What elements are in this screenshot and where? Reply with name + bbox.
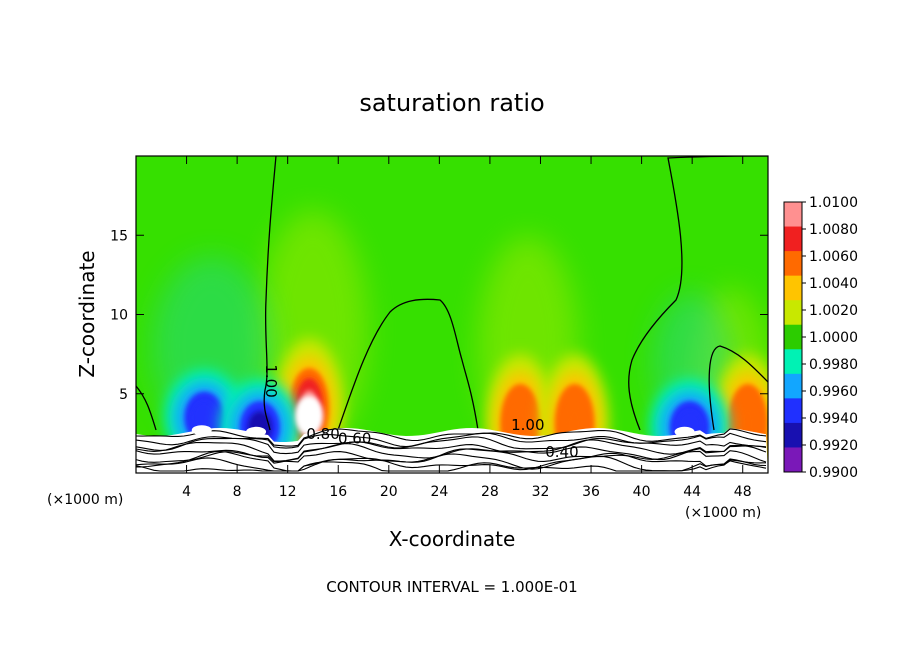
y-axis-label: Z-coordinate bbox=[75, 250, 99, 377]
colorbar-tick-label: 0.9920 bbox=[809, 438, 858, 454]
x-tick-label: 44 bbox=[683, 484, 701, 500]
colorbar-tick-label: 0.9900 bbox=[809, 465, 858, 481]
colorbar-tick-label: 1.0000 bbox=[809, 330, 858, 346]
terrain-notch bbox=[191, 425, 212, 436]
saturated-core bbox=[295, 395, 324, 436]
terrain-contour-line bbox=[136, 443, 767, 464]
x-tick-label: 48 bbox=[734, 484, 752, 500]
colorbar-swatch bbox=[784, 373, 802, 399]
terrain-contour-line bbox=[136, 428, 767, 447]
contour-layer bbox=[136, 156, 768, 431]
plot-area: 1.000.800.601.000.40 4 8 12 16 20 24 28 32 36 40 4… bbox=[110, 155, 769, 500]
colorbar-tick-label: 1.0100 bbox=[809, 195, 858, 211]
colorbar-tick-label: 1.0040 bbox=[809, 276, 858, 292]
contour-label: 1.00 bbox=[511, 416, 544, 434]
contour-interval-note: CONTOUR INTERVAL = 1.000E-01 bbox=[326, 578, 577, 596]
terrain-contour-line bbox=[136, 450, 767, 472]
y-tick-label: 15 bbox=[110, 228, 128, 244]
x-axis: 4 8 12 16 20 24 28 32 36 40 44 48 bbox=[182, 156, 752, 500]
terrain-contour-line bbox=[136, 439, 767, 462]
colorbar-swatch bbox=[784, 251, 802, 277]
contour-line-1-00 bbox=[263, 156, 277, 431]
colorbar-swatch bbox=[784, 398, 802, 424]
colorbar-tick-label: 0.9980 bbox=[809, 357, 858, 373]
terrain-contour-line bbox=[136, 460, 767, 472]
colorbar-swatch bbox=[784, 300, 802, 326]
colorbar-tick-label: 0.9940 bbox=[809, 411, 858, 427]
colorbar-swatch bbox=[784, 422, 802, 448]
core-band bbox=[511, 405, 530, 442]
contour-label: 0.40 bbox=[545, 443, 578, 461]
colorbar-swatch bbox=[784, 202, 802, 228]
colorbar-swatch bbox=[784, 324, 802, 350]
y-tick-label: 10 bbox=[110, 308, 128, 324]
x-tick-label: 32 bbox=[532, 484, 550, 500]
contour-line-1-00 bbox=[628, 156, 768, 431]
colorbar-tick-label: 0.9960 bbox=[809, 384, 858, 400]
x-tick-label: 16 bbox=[329, 484, 347, 500]
x-tick-label: 36 bbox=[582, 484, 600, 500]
contour-labels: 1.000.800.601.000.40 bbox=[262, 364, 578, 461]
x-tick-label: 8 bbox=[233, 484, 242, 500]
x-tick-label: 24 bbox=[430, 484, 448, 500]
chart-title: saturation ratio bbox=[359, 89, 544, 117]
contour-line-1-00 bbox=[337, 298, 479, 431]
terrain-contour-line bbox=[136, 448, 767, 463]
x-unit-label-right: (×1000 m) bbox=[685, 505, 761, 521]
contour-line-1-00 bbox=[708, 345, 768, 431]
colorbar-tick-label: 1.0020 bbox=[809, 303, 858, 319]
x-unit-label-left: (×1000 m) bbox=[47, 492, 123, 508]
x-tick-label: 12 bbox=[279, 484, 297, 500]
x-tick-label: 4 bbox=[182, 484, 191, 500]
terrain-notch bbox=[674, 426, 695, 437]
contour-label: 1.00 bbox=[262, 364, 280, 397]
x-tick-label: 28 bbox=[481, 484, 499, 500]
contour-label: 0.80 bbox=[306, 425, 339, 443]
terrain-layer bbox=[136, 425, 768, 473]
colorbar-swatch bbox=[784, 447, 802, 473]
colorbar-tick-label: 1.0080 bbox=[809, 222, 858, 238]
colorbar: 1.0100 1.0080 1.0060 1.0040 1.0020 1.0000 0.99… bbox=[783, 195, 858, 481]
terrain-notch bbox=[246, 426, 267, 437]
contour-label: 0.60 bbox=[338, 430, 371, 448]
y-tick-label: 5 bbox=[119, 387, 128, 403]
colorbar-swatch bbox=[784, 349, 802, 375]
contour-line-1-00 bbox=[136, 385, 157, 431]
colorbar-swatch bbox=[784, 275, 802, 301]
x-tick-label: 40 bbox=[633, 484, 651, 500]
x-axis-label: X-coordinate bbox=[389, 527, 516, 551]
colorbar-swatch bbox=[784, 226, 802, 252]
y-axis: 5 10 15 bbox=[110, 228, 768, 403]
terrain-contour-line bbox=[136, 436, 767, 455]
x-tick-label: 20 bbox=[380, 484, 398, 500]
colorbar-tick-label: 1.0060 bbox=[809, 249, 858, 265]
